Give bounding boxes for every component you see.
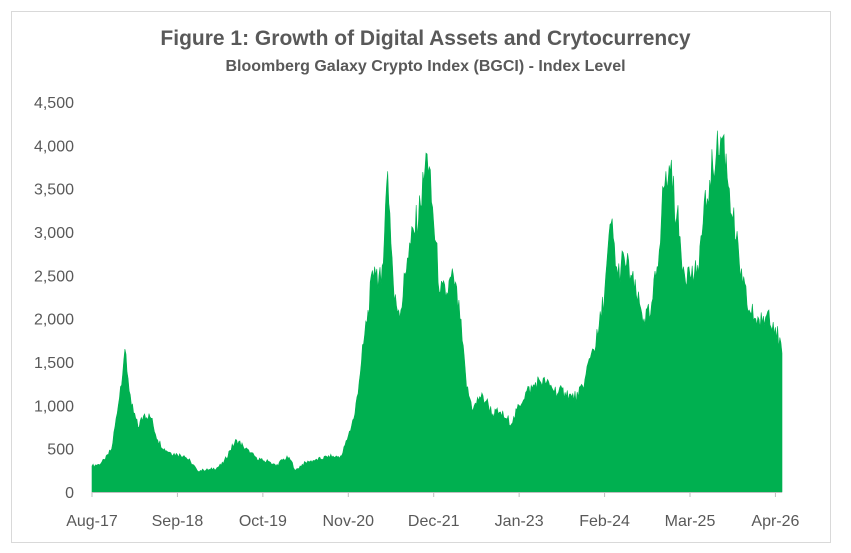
y-tick-label: 3,500 [34, 182, 74, 199]
x-tick-label: Nov-20 [322, 513, 374, 530]
y-tick-label: 4,500 [34, 95, 74, 112]
chart-subtitle: Bloomberg Galaxy Crypto Index (BGCI) - I… [225, 58, 626, 75]
x-tick-label: Jan-23 [495, 513, 544, 530]
x-tick-label: Dec-21 [408, 513, 460, 530]
chart-title: Figure 1: Growth of Digital Assets and C… [160, 27, 691, 50]
x-tick-label: Sep-18 [152, 513, 204, 530]
x-tick-label: Aug-17 [66, 513, 118, 530]
plot-area [91, 130, 783, 493]
y-tick-label: 0 [65, 485, 74, 502]
y-tick-label: 2,000 [34, 312, 74, 329]
y-tick-label: 1,500 [34, 355, 74, 372]
x-axis-ticks: Aug-17 Sep-18 Oct-19 Nov-20 Dec-21 Jan-23 Feb-… [66, 492, 800, 530]
x-tick-label: Apr-26 [751, 513, 799, 530]
y-tick-label: 1,000 [34, 398, 74, 415]
x-tick-label: Oct-19 [239, 513, 287, 530]
y-axis-ticks: 0 500 1,000 1,500 2,000 2,500 3,000 3,500 4,000 4… [34, 95, 74, 502]
y-tick-label: 3,000 [34, 225, 74, 242]
x-tick-label: Mar-25 [665, 513, 716, 530]
series-area [91, 130, 783, 493]
y-tick-label: 2,500 [34, 268, 74, 285]
x-tick-label: Feb-24 [579, 513, 630, 530]
y-tick-label: 4,000 [34, 138, 74, 155]
y-tick-label: 500 [47, 442, 74, 459]
